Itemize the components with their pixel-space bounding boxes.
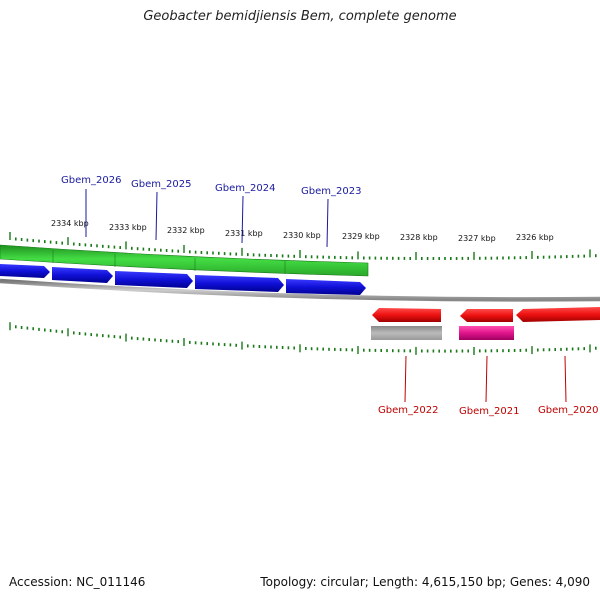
gene-label-gbem-2026[interactable]: Gbem_2026 bbox=[61, 175, 121, 186]
kbp-label: 2328 kbp bbox=[400, 233, 438, 242]
gene-label-gbem-2022[interactable]: Gbem_2022 bbox=[378, 405, 438, 416]
reverse-cds-track bbox=[372, 307, 600, 322]
gene-label-gbem-2021[interactable]: Gbem_2021 bbox=[459, 406, 519, 417]
kbp-labels: 2334 kbp 2333 kbp 2332 kbp 2331 kbp 2330… bbox=[51, 219, 554, 243]
kbp-label: 2332 kbp bbox=[167, 226, 205, 235]
reverse-gene-labels: Gbem_2022 Gbem_2021 Gbem_2020 bbox=[378, 355, 598, 417]
kbp-label: 2329 kbp bbox=[342, 232, 380, 241]
gene-label-gbem-2024[interactable]: Gbem_2024 bbox=[215, 183, 275, 194]
outer-tick-ring bbox=[9, 232, 597, 260]
cds-reverse-arrow[interactable] bbox=[372, 308, 441, 322]
kbp-label: 2331 kbp bbox=[225, 229, 263, 238]
genome-backbone bbox=[0, 278, 600, 302]
accession-text: Accession: NC_011146 bbox=[9, 575, 146, 589]
forward-gene-labels: Gbem_2026 Gbem_2025 Gbem_2024 Gbem_2023 bbox=[61, 175, 361, 248]
cds-forward-arrow[interactable] bbox=[195, 275, 284, 292]
cds-forward-arrow[interactable] bbox=[286, 279, 366, 295]
gene-label-gbem-2020[interactable]: Gbem_2020 bbox=[538, 405, 598, 416]
cds-reverse-arrow[interactable] bbox=[516, 307, 600, 322]
cds-forward-arrow[interactable] bbox=[115, 271, 193, 288]
kbp-label: 2334 kbp bbox=[51, 219, 89, 228]
inner-tick-ring bbox=[9, 322, 597, 355]
kbp-label: 2327 kbp bbox=[458, 234, 496, 243]
genome-summary-text: Topology: circular; Length: 4,615,150 bp… bbox=[260, 575, 590, 589]
kbp-label: 2330 kbp bbox=[283, 231, 321, 240]
trna-feature[interactable] bbox=[459, 326, 514, 340]
cds-forward-arrow[interactable] bbox=[0, 264, 50, 278]
kbp-label: 2326 kbp bbox=[516, 233, 554, 242]
map-title: Geobacter bemidjiensis Bem, complete gen… bbox=[143, 9, 457, 24]
gene-label-gbem-2023[interactable]: Gbem_2023 bbox=[301, 186, 361, 197]
cds-reverse-arrow[interactable] bbox=[460, 309, 513, 322]
gene-label-gbem-2025[interactable]: Gbem_2025 bbox=[131, 179, 191, 190]
cds-forward-arrow[interactable] bbox=[52, 267, 113, 283]
forward-cds-track bbox=[0, 264, 366, 295]
kbp-label: 2333 kbp bbox=[109, 223, 147, 232]
rrna-feature[interactable] bbox=[371, 326, 442, 340]
gene-track bbox=[0, 244, 369, 277]
